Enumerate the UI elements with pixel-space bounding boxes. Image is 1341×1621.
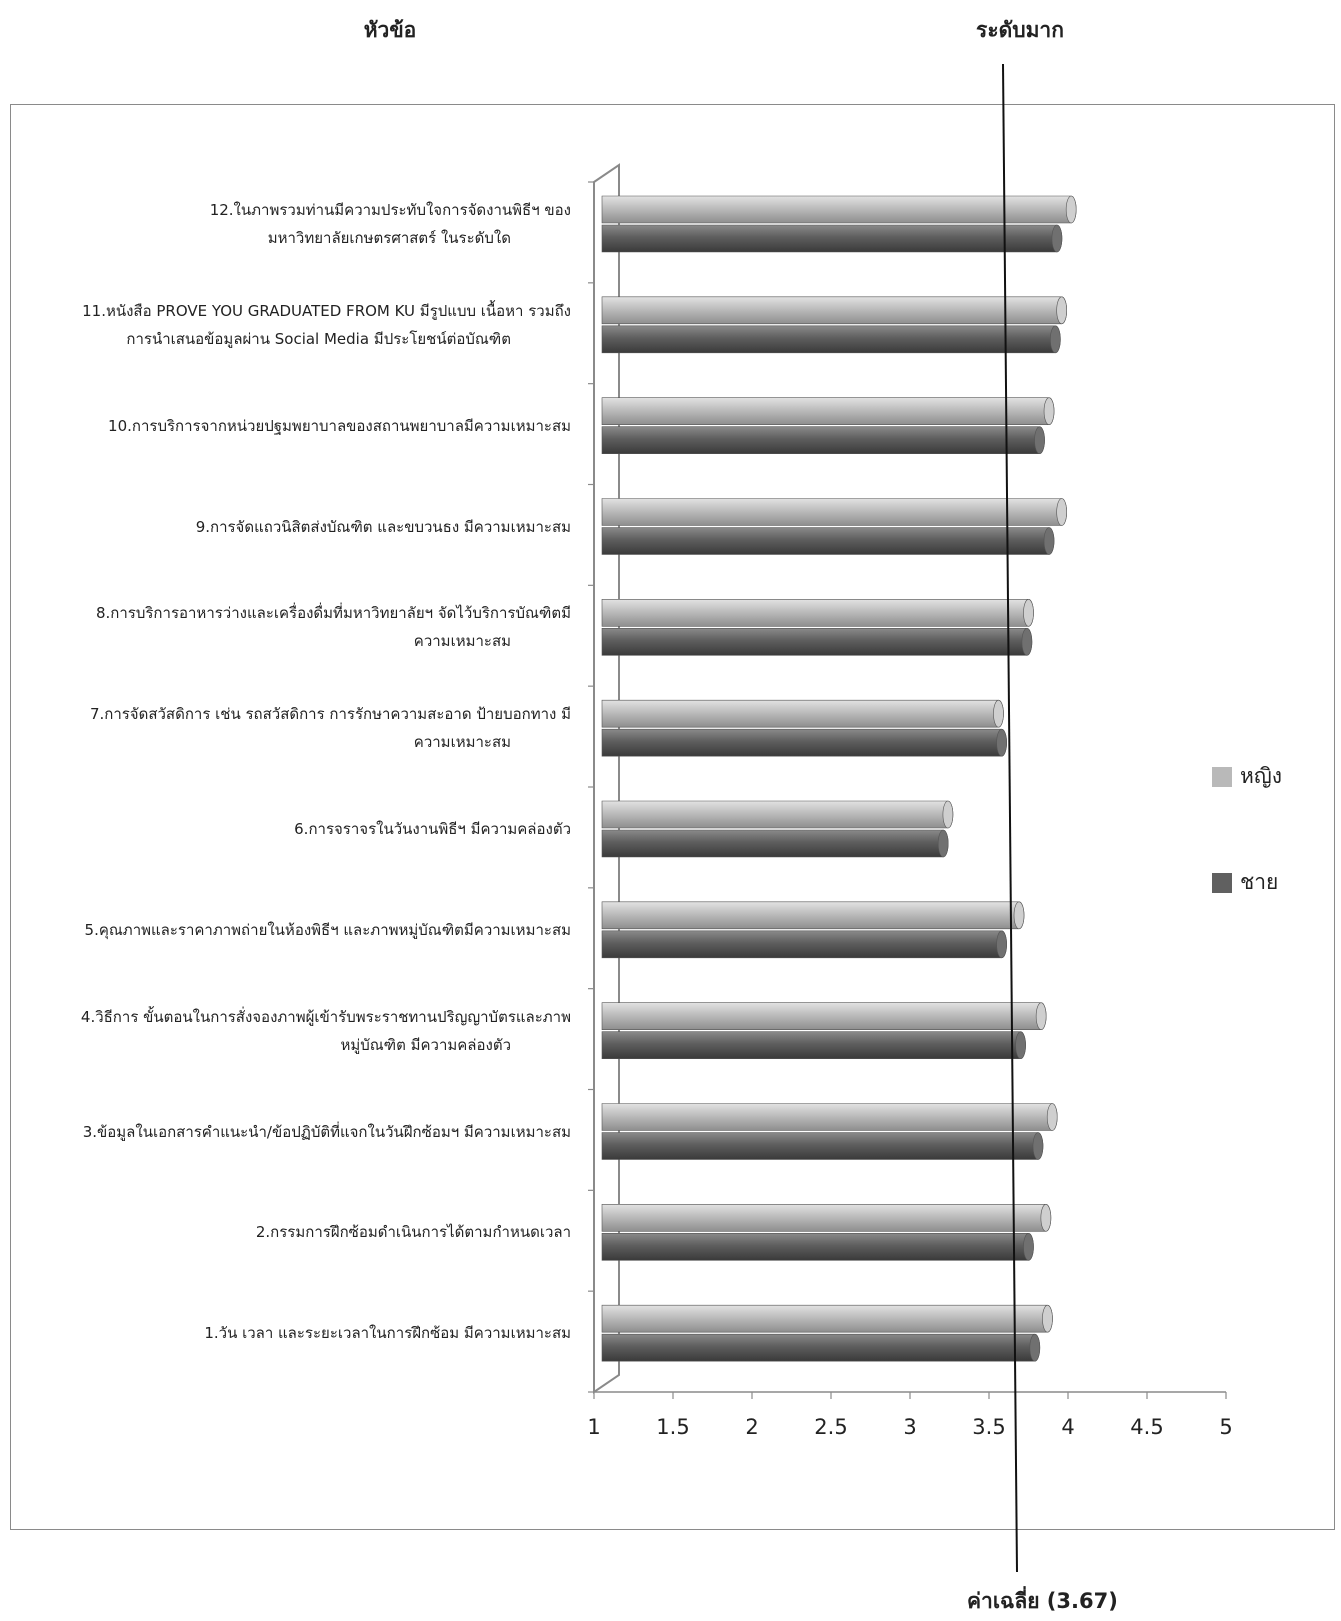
bar-cap-female [993, 699, 1004, 728]
bar-cap-male [1051, 224, 1063, 253]
bar-cap-male [1043, 527, 1055, 555]
category-label: 4.วิธีการ ขั้นตอนในการสั่งจองภาพผู้เข้าร… [0, 1003, 571, 1059]
legend-label-male: ชาย [1240, 870, 1279, 894]
bar-male [601, 829, 949, 858]
bar-cap-female [1056, 296, 1067, 325]
category-label-line: 4.วิธีการ ขั้นตอนในการสั่งจองภาพผู้เข้าร… [80, 1007, 571, 1026]
bar-female [601, 1304, 1053, 1333]
header-topics: หัวข้อ [363, 18, 417, 42]
x-tick-label: 1.5 [656, 1415, 689, 1439]
bar-female [601, 296, 1067, 325]
x-tick-label: 2.5 [814, 1415, 847, 1439]
legend-swatch-male [1212, 872, 1232, 893]
chart-frame [10, 104, 1335, 1530]
x-tick-label: 1 [587, 1415, 600, 1439]
category-label: 1.วัน เวลา และระยะเวลาในการฝึกซ้อม มีควา… [0, 1319, 571, 1347]
bar-female [601, 800, 954, 829]
bar-cap-male [996, 728, 1007, 757]
bar-female [601, 901, 1025, 930]
category-label-line: 10.การบริการจากหน่วยปฐมพยาบาลของสถานพยาบ… [108, 416, 571, 435]
bar-male [601, 325, 1061, 354]
legend-item-female: หญิง [1212, 760, 1282, 793]
bar-cap-female [1056, 498, 1067, 526]
bar-cap-male [1050, 325, 1061, 354]
header-high-level: ระดับมาก [976, 18, 1064, 42]
category-label-line: ความเหมาะสม [413, 632, 511, 651]
category-label: 10.การบริการจากหน่วยปฐมพยาบาลของสถานพยาบ… [0, 412, 571, 440]
category-label-line: 7.การจัดสวัสดิการ เช่น รถสวัสดิการ การรั… [89, 705, 571, 724]
category-label-line: การนำเสนอข้อมูลผ่าน Social Media มีประโย… [126, 329, 511, 348]
bar-male [601, 1031, 1026, 1059]
legend-item-male: ชาย [1212, 866, 1278, 899]
bar-cap-female [1040, 1204, 1052, 1232]
bar-cap-male [1021, 628, 1033, 656]
bar-male [601, 1333, 1041, 1362]
bar-cap-male [1015, 1031, 1026, 1059]
x-tick-label: 4.5 [1130, 1415, 1163, 1439]
bar-cap-male [1023, 1233, 1034, 1261]
category-label-line: 12.ในภาพรวมท่านมีความประทับใจการจัดงานพิ… [209, 201, 571, 219]
bar-female [601, 599, 1034, 627]
bar-male [601, 930, 1007, 959]
category-label-line: 9.การจัดแถวนิสิตส่งบัณฑิต และขบวนธง มีคว… [195, 517, 571, 536]
bar-male [601, 628, 1033, 656]
category-label-line: 3.ข้อมูลในเอกสารคำแนะนำ/ข้อปฏิบัติที่แจก… [82, 1122, 571, 1141]
category-label-line: 2.กรรมการฝึกซ้อมดำเนินการได้ตามกำหนดเวลา [255, 1223, 571, 1242]
category-label-line: หมู่บัณฑิต มีความคล่องตัว [340, 1035, 511, 1054]
bar-female [601, 1002, 1047, 1030]
legend-swatch-female [1212, 766, 1232, 787]
bar-cap-female [1013, 901, 1025, 930]
category-label: 12.ในภาพรวมท่านมีความประทับใจการจัดงานพิ… [0, 196, 571, 252]
x-tick-label: 5 [1219, 1415, 1232, 1439]
bar-female [601, 1103, 1058, 1131]
average-line [1002, 63, 1018, 1573]
bar-female [601, 699, 1004, 728]
x-tick-label: 2 [745, 1415, 758, 1439]
x-tick-label: 3 [903, 1415, 916, 1439]
category-label-line: 5.คุณภาพและราคาภาพถ่ายในห้องพิธีฯ และภาพ… [84, 920, 571, 939]
category-label: 11.หนังสือ PROVE YOU GRADUATED FROM KU ม… [0, 297, 571, 353]
bar-cap-male [937, 829, 949, 858]
bar-male [601, 1233, 1034, 1261]
category-label: 2.กรรมการฝึกซ้อมดำเนินการได้ตามกำหนดเวลา [0, 1218, 571, 1246]
category-label: 8.การบริการอาหารว่างและเครื่องดื่มที่มหา… [0, 599, 571, 655]
category-label: 5.คุณภาพและราคาภาพถ่ายในห้องพิธีฯ และภาพ… [0, 916, 571, 944]
average-line-label: ค่าเฉลี่ย (3.67) [967, 1589, 1118, 1613]
bar-male [601, 224, 1063, 253]
bar-cap-female [1035, 1002, 1047, 1030]
legend-label-female: หญิง [1240, 764, 1282, 788]
bar-female [601, 498, 1067, 526]
category-label-line: 6.การจราจรในวันงานพิธีฯ มีความคล่องตัว [294, 820, 571, 838]
category-label-line: 11.หนังสือ PROVE YOU GRADUATED FROM KU ม… [82, 301, 571, 320]
bar-cap-male [1032, 1132, 1044, 1160]
bar-cap-female [1023, 599, 1034, 627]
category-label-line: 1.วัน เวลา และระยะเวลาในการฝึกซ้อม มีควา… [204, 1324, 571, 1343]
bar-cap-female [1065, 195, 1077, 224]
bar-male [601, 1132, 1044, 1160]
bar-cap-male [1034, 426, 1045, 454]
bar-male [601, 728, 1007, 757]
category-label: 6.การจราจรในวันงานพิธีฯ มีความคล่องตัว [0, 815, 571, 843]
bar-female [601, 1204, 1052, 1232]
bar-cap-male [1029, 1333, 1041, 1362]
x-tick-label: 4 [1061, 1415, 1074, 1439]
category-label: 3.ข้อมูลในเอกสารคำแนะนำ/ข้อปฏิบัติที่แจก… [0, 1118, 571, 1146]
bar-male [601, 426, 1045, 454]
category-label-line: ความเหมาะสม [413, 733, 511, 752]
category-label: 7.การจัดสวัสดิการ เช่น รถสวัสดิการ การรั… [0, 700, 571, 756]
bar-cap-female [1046, 1103, 1058, 1131]
bar-female [601, 397, 1055, 425]
bar-cap-female [1042, 1304, 1053, 1333]
category-label-line: มหาวิทยาลัยเกษตรศาสตร์ ในระดับใด [267, 229, 511, 247]
bar-cap-male [996, 930, 1007, 959]
bar-cap-female [1043, 397, 1055, 425]
x-tick-label: 3.5 [972, 1415, 1005, 1439]
category-label-line: 8.การบริการอาหารว่างและเครื่องดื่มที่มหา… [95, 604, 571, 623]
bar-male [601, 527, 1055, 555]
bar-cap-female [942, 800, 954, 829]
category-label: 9.การจัดแถวนิสิตส่งบัณฑิต และขบวนธง มีคว… [0, 513, 571, 541]
